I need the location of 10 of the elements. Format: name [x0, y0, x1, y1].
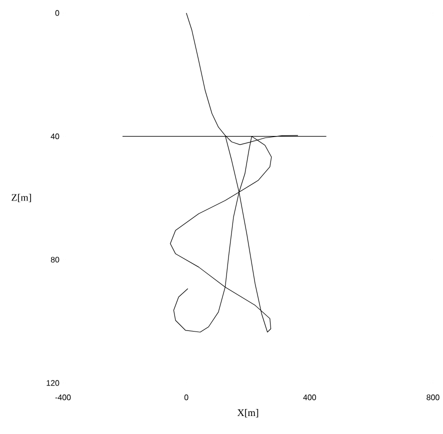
x-tick-label: -400 — [55, 394, 71, 400]
x-tick-label: 400 — [303, 394, 316, 400]
x-tick-label: 0 — [184, 394, 188, 400]
y-axis-title: Z[m] — [12, 194, 31, 202]
x-tick-label: 800 — [426, 394, 440, 400]
y-tick-label: 120 — [46, 380, 60, 386]
x-axis-title: X[m] — [237, 409, 258, 418]
y-tick-label: 80 — [50, 256, 60, 262]
y-tick-label: 40 — [50, 134, 60, 140]
y-tick-label: 0 — [55, 10, 60, 16]
